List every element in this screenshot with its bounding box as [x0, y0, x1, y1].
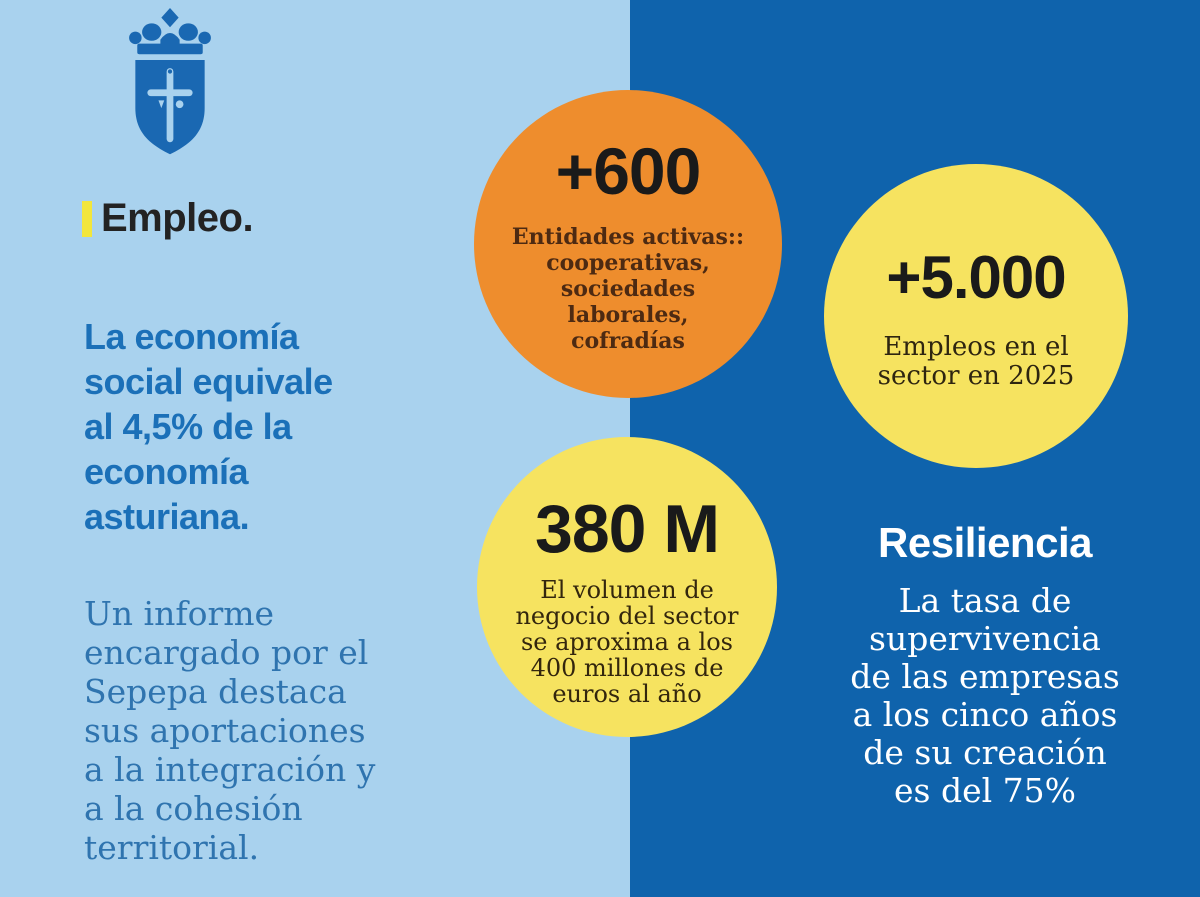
stat-caption-line: 400 millones de — [530, 654, 724, 682]
intro-paragraph: Un informe encargado por el Sepepa desta… — [84, 594, 375, 867]
stat-value-volumen: 380 M — [535, 491, 720, 567]
stat-caption-line: se aproxima a los — [520, 628, 733, 656]
resiliencia-line: supervivencia — [869, 619, 1101, 658]
stat-caption-line: euros al año — [552, 680, 702, 708]
resiliencia-paragraph: La tasa de supervivencia de las empresas… — [810, 582, 1160, 810]
stat-caption-line: sociedades — [560, 276, 696, 302]
stat-caption-line: negocio del sector — [515, 602, 739, 630]
stat-caption-line: El volumen de — [540, 576, 714, 604]
intro-paragraph-line: a la integración y — [84, 750, 376, 789]
intro-paragraph-line: Un informe — [84, 594, 275, 633]
stat-value-entidades: +600 — [555, 134, 702, 208]
intro-paragraph-line: Sepepa destaca — [84, 672, 347, 711]
intro-paragraph-line: sus aportaciones — [84, 711, 366, 750]
headline: La economía social equivale al 4,5% de l… — [84, 314, 333, 539]
stat-caption-line: cofradías — [571, 328, 685, 354]
intro-paragraph-line: encargado por el — [84, 633, 369, 672]
resiliencia-line: a los cinco años — [852, 695, 1118, 734]
stat-caption-line: cooperativas, — [546, 250, 710, 276]
stat-caption-volumen: El volumen de negocio del sector se apro… — [515, 577, 738, 707]
headline-line: social equivale — [84, 361, 333, 402]
stat-caption-entidades: Entidades activas:: cooperativas, socied… — [512, 224, 744, 354]
resiliencia-title: Resiliencia — [878, 519, 1092, 566]
stat-caption-line: sector en 2025 — [877, 361, 1075, 391]
resiliencia-line: La tasa de — [898, 581, 1072, 620]
section-label: Empleo. — [82, 196, 254, 241]
yellow-accent-bar — [82, 200, 92, 237]
stat-caption-line: laborales, — [567, 302, 689, 328]
headline-line: economía — [84, 451, 249, 492]
asturias-coat-of-arms-icon — [126, 8, 214, 162]
resiliencia-line: de su creación — [863, 733, 1107, 772]
resiliencia-section: Resiliencia La tasa de supervivencia de … — [810, 522, 1160, 810]
stat-value-empleos: +5.000 — [886, 244, 1066, 311]
stat-circle-entidades: +600 Entidades activas:: cooperativas, s… — [474, 90, 782, 398]
intro-paragraph-line: territorial. — [84, 828, 260, 867]
headline-line: La economía — [84, 316, 299, 357]
headline-line: al 4,5% de la — [84, 406, 292, 447]
resiliencia-line: es del 75% — [894, 771, 1076, 810]
stat-circle-empleos: +5.000 Empleos en el sector en 2025 — [824, 164, 1128, 468]
section-label-text: Empleo. — [101, 196, 254, 240]
headline-line: asturiana. — [84, 496, 250, 537]
stat-caption-line: Empleos en el — [883, 332, 1069, 362]
intro-paragraph-line: a la cohesión — [84, 789, 303, 828]
stat-caption-empleos: Empleos en el sector en 2025 — [878, 333, 1075, 391]
resiliencia-line: de las empresas — [850, 657, 1120, 696]
stat-circle-volumen: 380 M El volumen de negocio del sector s… — [477, 437, 777, 737]
stat-caption-line: Entidades activas:: — [511, 224, 745, 250]
